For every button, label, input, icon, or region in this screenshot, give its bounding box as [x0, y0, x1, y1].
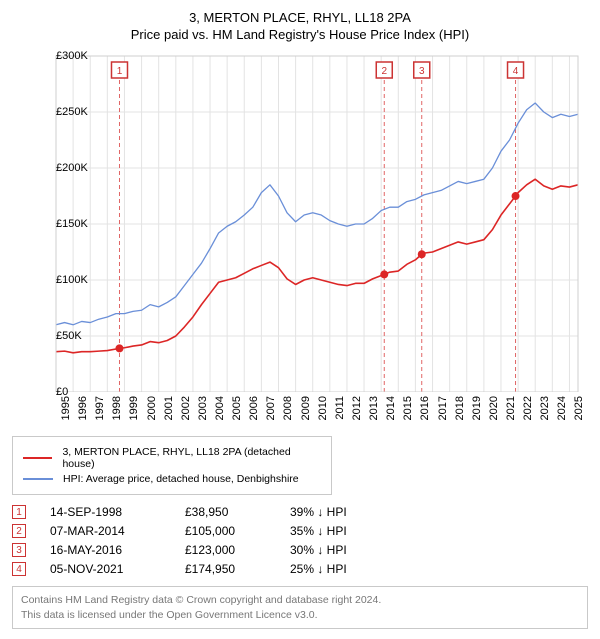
- x-tick-label: 2009: [300, 396, 312, 420]
- x-tick-label: 2008: [282, 396, 294, 420]
- x-tick-label: 1998: [111, 396, 123, 420]
- x-tick-label: 2018: [454, 396, 466, 420]
- marker-date: 16-MAY-2016: [50, 543, 185, 557]
- chart-svg: 1 2 3 4: [12, 52, 588, 392]
- marker-price: £105,000: [185, 524, 290, 538]
- x-tick-label: 2001: [163, 396, 175, 420]
- svg-text:1: 1: [117, 66, 123, 77]
- marker-price: £174,950: [185, 562, 290, 576]
- x-tick-label: 2015: [402, 396, 414, 420]
- marker-price: £38,950: [185, 505, 290, 519]
- marker-price: £123,000: [185, 543, 290, 557]
- x-tick-label: 2012: [351, 396, 363, 420]
- x-tick-label: 2010: [317, 396, 329, 420]
- marker-row: 1 14-SEP-1998£38,95039% ↓ HPI: [12, 505, 588, 519]
- marker-number-box: 1: [12, 505, 26, 519]
- marker-pct: 25% ↓ HPI: [290, 562, 380, 576]
- svg-text:2: 2: [381, 66, 387, 77]
- marker-date: 14-SEP-1998: [50, 505, 185, 519]
- x-tick-label: 1999: [128, 396, 140, 420]
- x-tick-label: 2025: [573, 396, 585, 420]
- x-tick-label: 1997: [94, 396, 106, 420]
- x-tick-label: 1996: [77, 396, 89, 420]
- legend-label: HPI: Average price, detached house, Denb…: [63, 473, 299, 485]
- marker-table: 1 14-SEP-1998£38,95039% ↓ HPI 2 07-MAR-2014…: [12, 505, 588, 576]
- marker-number-box: 2: [12, 524, 26, 538]
- legend-item: HPI: Average price, detached house, Denb…: [23, 473, 321, 485]
- x-tick-label: 1995: [60, 396, 72, 420]
- legend-swatch: [23, 457, 52, 459]
- x-tick-label: 2006: [248, 396, 260, 420]
- legend-swatch: [23, 478, 53, 480]
- x-tick-label: 2019: [471, 396, 483, 420]
- x-tick-label: 2016: [419, 396, 431, 420]
- x-tick-label: 2020: [488, 396, 500, 420]
- x-tick-label: 2023: [539, 396, 551, 420]
- page-title: 3, MERTON PLACE, RHYL, LL18 2PA: [12, 10, 588, 25]
- marker-pct: 30% ↓ HPI: [290, 543, 380, 557]
- marker-date: 07-MAR-2014: [50, 524, 185, 538]
- marker-row: 3 16-MAY-2016£123,00030% ↓ HPI: [12, 543, 588, 557]
- x-tick-label: 2022: [522, 396, 534, 420]
- page-subtitle: Price paid vs. HM Land Registry's House …: [12, 27, 588, 42]
- marker-date: 05-NOV-2021: [50, 562, 185, 576]
- x-tick-label: 2002: [180, 396, 192, 420]
- x-tick-label: 2005: [231, 396, 243, 420]
- x-tick-label: 2000: [146, 396, 158, 420]
- legend-label: 3, MERTON PLACE, RHYL, LL18 2PA (detache…: [62, 446, 321, 470]
- chart: £0£50K£100K£150K£200K£250K£300K 1234: [12, 52, 588, 392]
- x-tick-label: 2017: [437, 396, 449, 420]
- marker-row: 2 07-MAR-2014£105,00035% ↓ HPI: [12, 524, 588, 538]
- x-tick-label: 2024: [556, 396, 568, 420]
- marker-number-box: 3: [12, 543, 26, 557]
- attribution-line: This data is licensed under the Open Gov…: [21, 608, 579, 623]
- legend: 3, MERTON PLACE, RHYL, LL18 2PA (detache…: [12, 436, 332, 495]
- x-tick-label: 2011: [334, 396, 346, 420]
- x-tick-label: 2021: [505, 396, 517, 420]
- marker-pct: 39% ↓ HPI: [290, 505, 380, 519]
- page: 3, MERTON PLACE, RHYL, LL18 2PA Price pa…: [0, 0, 600, 639]
- x-tick-label: 2007: [265, 396, 277, 420]
- svg-text:4: 4: [513, 66, 519, 77]
- x-tick-label: 2013: [368, 396, 380, 420]
- marker-pct: 35% ↓ HPI: [290, 524, 380, 538]
- attribution: Contains HM Land Registry data © Crown c…: [12, 586, 588, 629]
- marker-number-box: 4: [12, 562, 26, 576]
- x-tick-label: 2014: [385, 396, 397, 420]
- x-tick-label: 2004: [214, 396, 226, 420]
- legend-item: 3, MERTON PLACE, RHYL, LL18 2PA (detache…: [23, 446, 321, 470]
- marker-row: 4 05-NOV-2021£174,95025% ↓ HPI: [12, 562, 588, 576]
- x-tick-label: 2003: [197, 396, 209, 420]
- attribution-line: Contains HM Land Registry data © Crown c…: [21, 593, 579, 608]
- x-axis-labels: 1995 1996 1997 1998 1999 2000 2001 2002 2003 2004…: [12, 392, 588, 432]
- svg-text:3: 3: [419, 66, 425, 77]
